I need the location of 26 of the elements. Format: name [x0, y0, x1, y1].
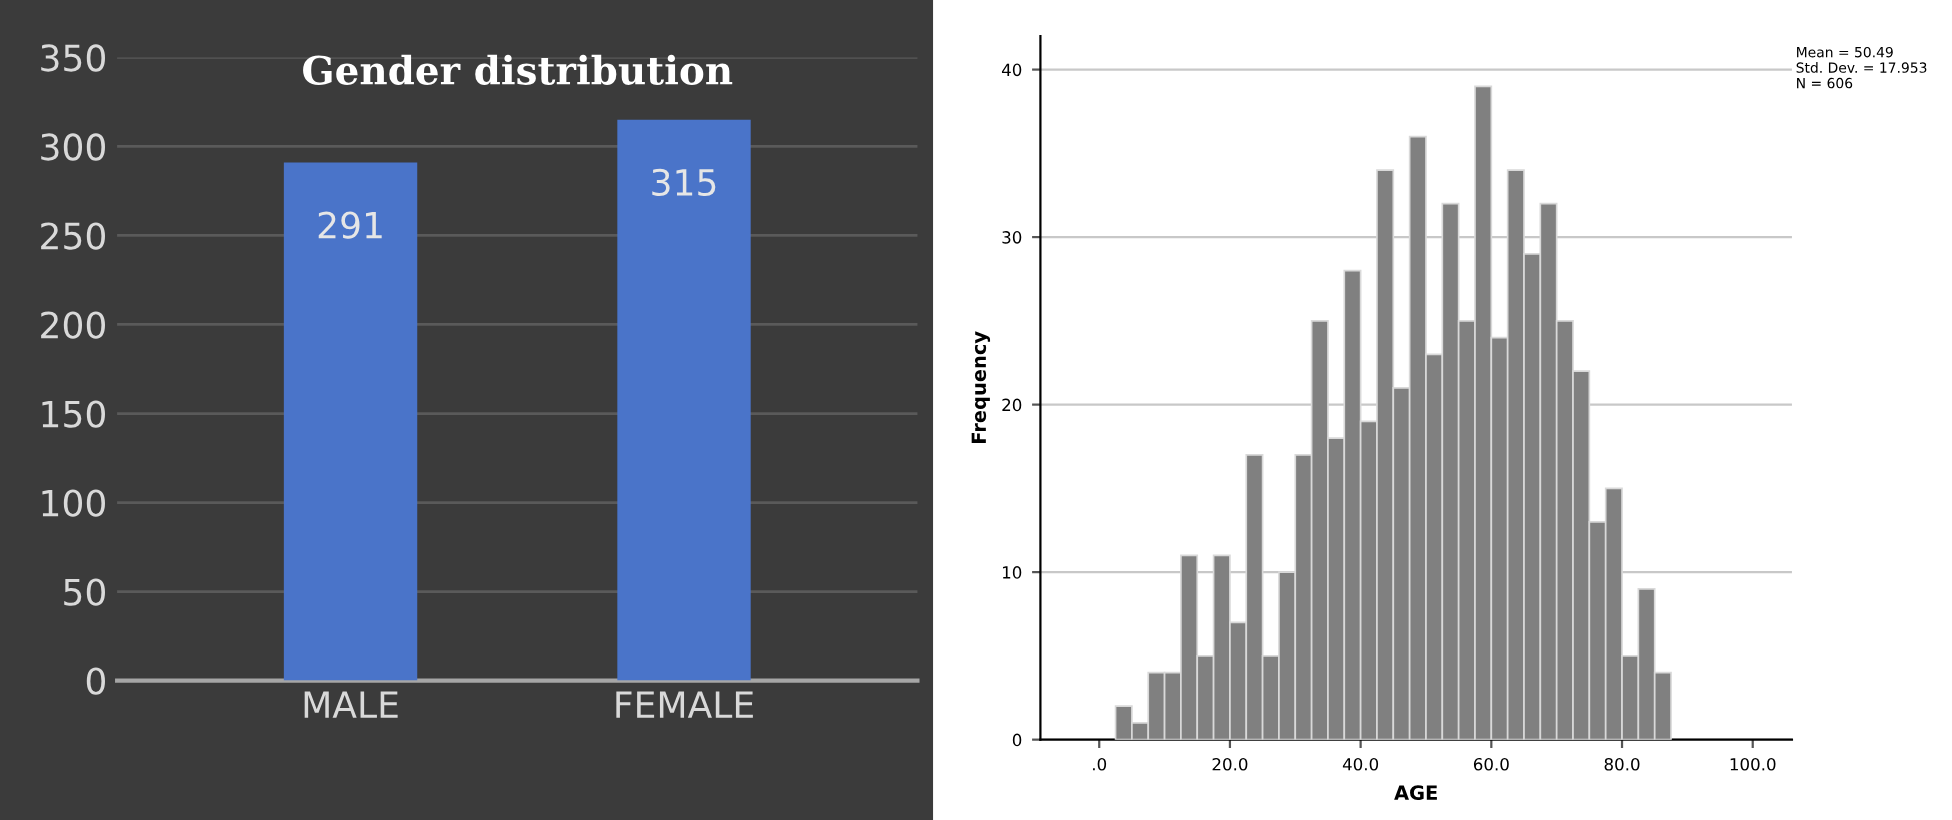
y-tick-label: 0 [86, 667, 105, 695]
y-tick-label: 100 [42, 489, 105, 517]
y-tick-label: 200 [41, 311, 105, 339]
x-tick-label: 20.0 [1212, 757, 1248, 771]
x-tick-label: .0 [1093, 757, 1107, 771]
x-axis-title: AGE [1394, 785, 1437, 800]
x-tick-label: FEMALE [616, 691, 753, 718]
y-tick-label: 10 [1002, 566, 1022, 579]
y-tick-label: 350 [41, 44, 105, 72]
y-tick-label: 30 [1002, 231, 1022, 244]
x-tick-label: MALE [304, 691, 398, 718]
y-tick-label: 150 [42, 400, 105, 428]
x-tick-label: 40.0 [1342, 757, 1379, 771]
y-tick-label: 20 [1002, 398, 1022, 412]
x-tick-label: 100.0 [1730, 757, 1776, 771]
y-axis-title: Frequency [971, 331, 991, 443]
y-tick-label: 50 [64, 578, 105, 606]
chart-title: Gender distribution [303, 54, 733, 85]
y-tick-label: 0 [1012, 733, 1022, 747]
x-tick-label: 80.0 [1604, 757, 1640, 771]
y-tick-label: 300 [41, 133, 105, 161]
y-tick-label: 40 [1001, 63, 1022, 77]
x-tick-label: 60.0 [1473, 757, 1509, 771]
y-tick-label: 250 [41, 222, 105, 250]
data-label: 291 [318, 211, 382, 239]
data-label: 315 [652, 168, 716, 197]
